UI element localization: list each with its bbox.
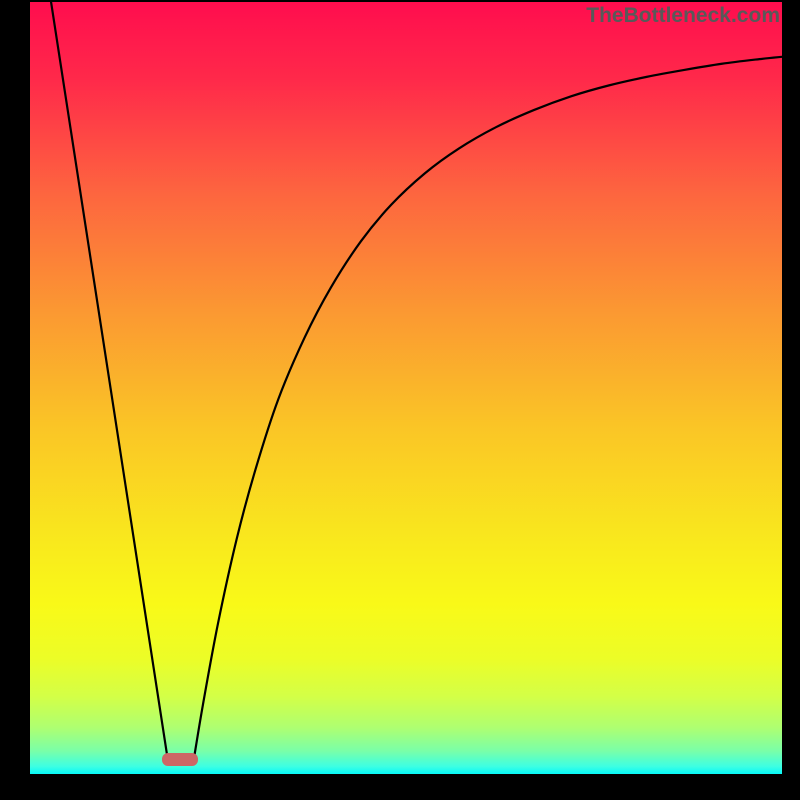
- bottleneck-curve: [30, 2, 782, 774]
- watermark-text: TheBottleneck.com: [586, 4, 780, 28]
- optimal-marker: [162, 753, 198, 766]
- chart-outer-frame: TheBottleneck.com: [0, 0, 800, 800]
- plot-area: [30, 2, 782, 774]
